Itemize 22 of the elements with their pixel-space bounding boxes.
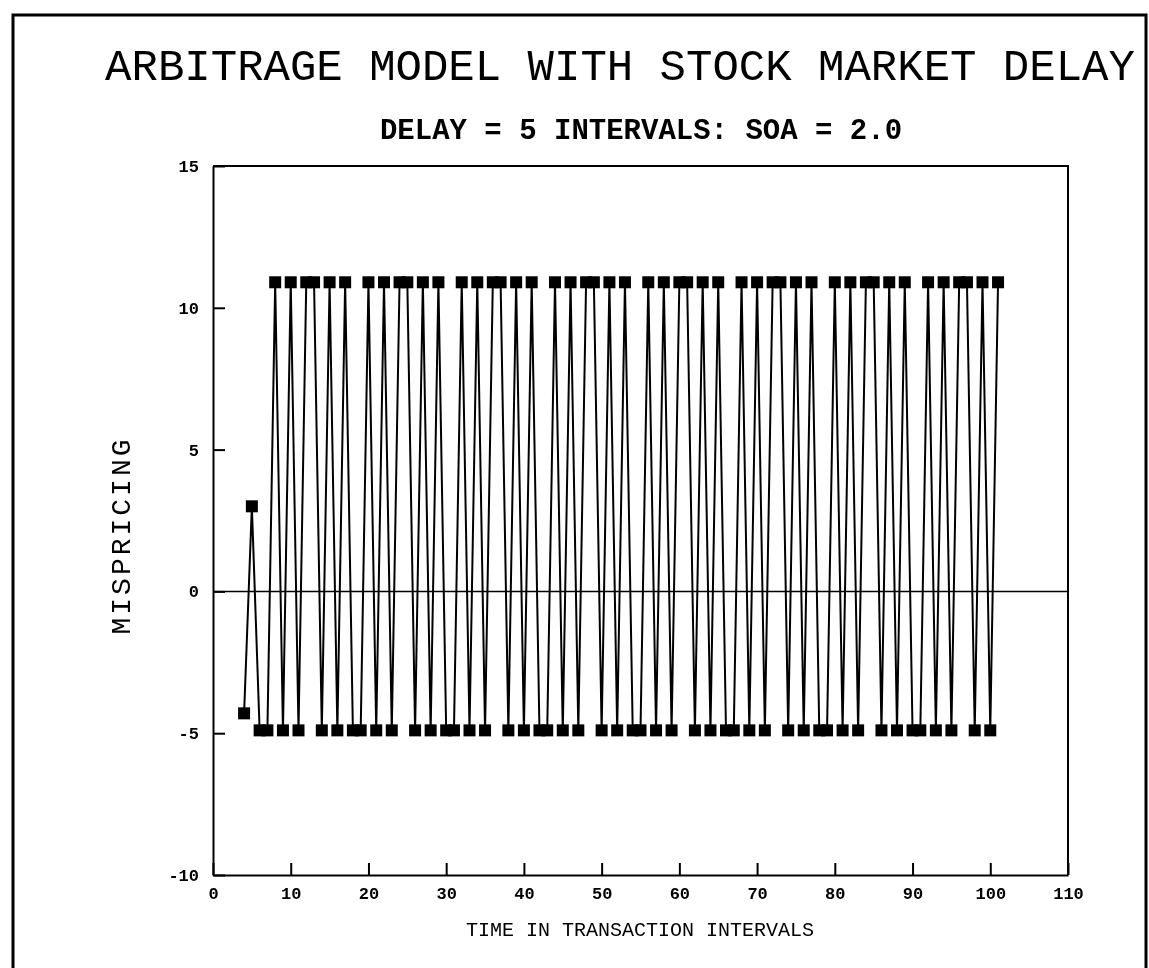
x-tick-label: 30 bbox=[436, 885, 457, 905]
y-tick-label: 0 bbox=[188, 583, 199, 603]
y-tick-label: 10 bbox=[178, 299, 199, 319]
x-axis-title: TIME IN TRANSACTION INTERVALS bbox=[465, 919, 815, 942]
x-tick-label: 60 bbox=[669, 885, 691, 905]
x-tick-label: 70 bbox=[747, 885, 768, 905]
y-tick-label: 5 bbox=[188, 441, 199, 461]
x-tick-label: 90 bbox=[902, 885, 924, 905]
y-axis-title: MISPRICING bbox=[107, 436, 138, 635]
x-tick-label: 110 bbox=[1053, 885, 1084, 905]
x-tick-label: 40 bbox=[514, 885, 535, 905]
x-tick-label: 100 bbox=[975, 885, 1007, 905]
chart-title: ARBITRAGE MODEL WITH STOCK MARKET DELAY bbox=[105, 43, 1135, 93]
y-tick-label: -5 bbox=[178, 725, 199, 745]
x-tick-label: 20 bbox=[358, 885, 380, 905]
x-tick-label: 80 bbox=[825, 885, 846, 905]
y-tick-label: 15 bbox=[178, 157, 199, 177]
y-tick-label: -10 bbox=[168, 866, 199, 886]
chart-subtitle: DELAY = 5 INTERVALS: SOA = 2.0 bbox=[379, 115, 903, 148]
x-tick-label: 0 bbox=[208, 885, 219, 905]
x-tick-label: 50 bbox=[591, 885, 613, 905]
x-tick-label: 10 bbox=[281, 885, 302, 905]
